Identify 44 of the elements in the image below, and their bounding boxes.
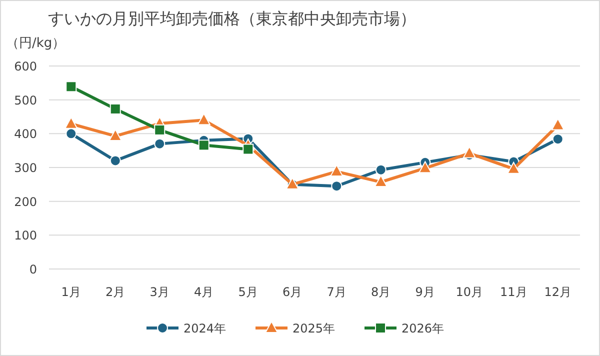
point bbox=[64, 116, 78, 129]
point bbox=[242, 144, 254, 155]
y-tick-label: 300 bbox=[14, 161, 37, 175]
point bbox=[507, 162, 520, 174]
x-tick-label: 9月 bbox=[415, 285, 435, 299]
point bbox=[331, 180, 342, 192]
y-tick-label: 200 bbox=[14, 194, 37, 209]
chart-title: すいかの月別平均卸売価格（東京都中央卸売市場） bbox=[48, 9, 416, 28]
x-tick-label: 1月 bbox=[61, 285, 81, 299]
x-tick-label: 2月 bbox=[106, 285, 126, 299]
y-axis-title: （円/kg） bbox=[6, 36, 66, 51]
legend-label: 2025年 bbox=[292, 322, 336, 336]
point bbox=[66, 81, 77, 92]
x-tick-label: 5月 bbox=[238, 285, 258, 299]
point bbox=[551, 118, 564, 130]
x-tick-label: 11月 bbox=[500, 285, 528, 299]
point bbox=[154, 138, 166, 150]
x-tick-label: 12月 bbox=[544, 285, 572, 299]
point bbox=[374, 175, 388, 188]
point bbox=[552, 134, 564, 145]
point bbox=[330, 164, 344, 177]
x-tick-label: 3月 bbox=[150, 285, 170, 299]
x-tick-label: 4月 bbox=[194, 285, 214, 299]
point bbox=[197, 113, 210, 126]
y-tick-label: 0 bbox=[29, 262, 37, 276]
point bbox=[110, 103, 121, 114]
x-tick-label: 7月 bbox=[326, 285, 346, 299]
legend-label: 2026年 bbox=[402, 322, 444, 336]
legend-label: 2024年 bbox=[184, 322, 226, 336]
x-tick-label: 10月 bbox=[456, 285, 484, 299]
y-tick-label: 400 bbox=[14, 127, 37, 142]
x-tick-label: 8月 bbox=[371, 285, 391, 299]
point bbox=[66, 128, 77, 140]
y-tick-label: 600 bbox=[14, 60, 37, 74]
point bbox=[198, 140, 210, 151]
point bbox=[418, 161, 432, 174]
x-tick-label: 6月 bbox=[282, 285, 302, 299]
point bbox=[154, 124, 166, 136]
point bbox=[375, 164, 386, 176]
point bbox=[462, 146, 476, 158]
y-tick-label: 100 bbox=[14, 228, 37, 243]
y-tick-label: 500 bbox=[14, 93, 37, 108]
point bbox=[108, 129, 122, 142]
point bbox=[110, 155, 121, 166]
